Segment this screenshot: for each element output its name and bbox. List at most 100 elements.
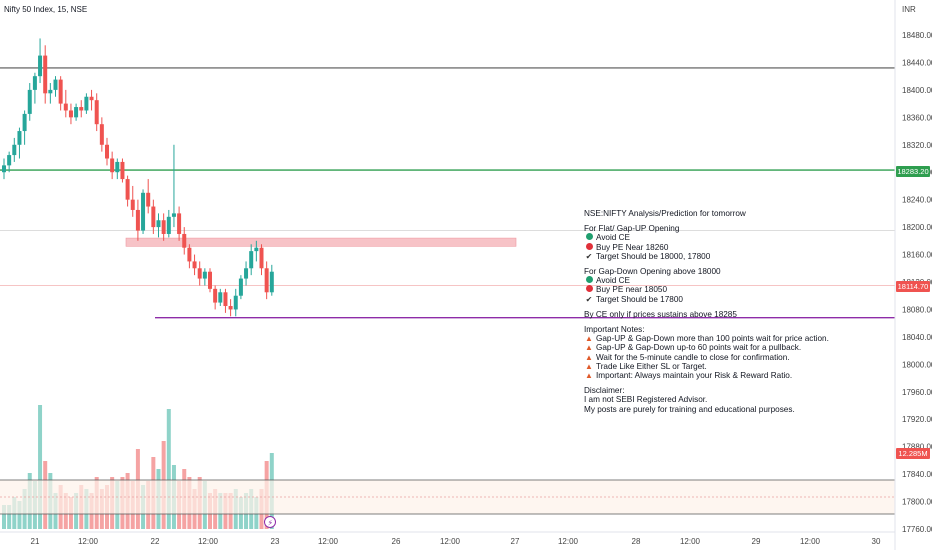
lightning-icon[interactable]: ⚡ [264,516,276,528]
green-circle-icon [584,276,594,285]
candle-body [228,306,233,310]
volume-bar [166,409,171,529]
y-tick-label: 17760.00 [902,525,932,534]
y-tick-label: 18440.00 [902,58,932,67]
y-tick-label: 18000.00 [902,360,932,369]
candle-body [105,144,109,159]
y-tick-label: 17840.00 [902,470,932,479]
x-tick-label: 12:00 [558,537,579,546]
flat-heading: For Flat/ Gap-UP Opening [584,224,680,234]
candle-body [130,199,135,210]
candle-body [161,220,166,234]
flat-item: Buy PE Near 18260 [584,242,914,252]
analysis-title: NSE:NIFTY Analysis/Prediction for tomorr… [584,209,746,218]
candle-body [63,103,68,111]
y-tick-label: 18360.00 [902,113,932,122]
candle-body [53,79,58,90]
candle-body [58,79,63,104]
candle-body [166,216,171,234]
y-tick-label: 17920.00 [902,415,932,424]
y-tick-label: 18040.00 [902,333,932,342]
warning-icon: ▲ [585,371,593,381]
y-tick-label: 18160.00 [902,251,932,260]
candle-body [197,268,202,279]
x-tick-label: 27 [511,537,520,546]
candle-body [48,89,53,94]
svg-text:⚡: ⚡ [268,519,274,528]
candle-body [192,261,197,269]
candle-body [135,209,140,231]
candle-body [213,288,218,303]
candle-body [125,179,130,200]
price-levels [0,67,895,319]
resistance-zone [125,237,517,247]
candle-body [22,113,27,132]
candle-body [89,96,94,101]
check-icon: ✔ [585,251,593,261]
note-item: ▲ Important: Always maintain your Risk & … [585,371,793,381]
disclaimer-line: My posts are purely for training and edu… [584,404,795,414]
candle-body [233,295,238,310]
note-item: ▲ Wait for the 5-minute candle to close f… [585,352,790,362]
x-tick-label: 30 [872,537,881,546]
volume-bar [38,405,43,529]
down-heading: For Gap-Down Opening above 18000 [584,267,721,277]
candle-body [171,213,176,217]
candle-body [264,268,269,293]
candle-body [223,292,228,307]
candle-body [238,278,243,296]
last-price-tag: 18114.70 [896,281,930,292]
candle-body [32,76,37,90]
x-tick-label: 26 [392,537,401,546]
candle-body [43,55,48,94]
candle-body [249,251,254,269]
candle-body [27,89,32,114]
candle-body [177,213,182,234]
x-tick-label: 12:00 [198,537,219,546]
y-tick-label: 18400.00 [902,86,932,95]
y-tick-label: 18320.00 [902,141,932,150]
down-item: Avoid CE [584,276,914,285]
volume-bar [7,505,12,529]
candle-body [68,110,73,118]
candle-body [151,206,156,228]
volume-bar [2,505,6,529]
candle-body [120,161,125,180]
candle-body [244,268,249,279]
y-tick-label: 18240.00 [902,196,932,205]
x-tick-label: 12:00 [78,537,99,546]
candle-body [99,124,104,145]
y-tick-label: 17880.00 [902,443,932,452]
candle-body [79,107,84,111]
candle-body [17,131,22,145]
note-item: ▲ Gap-UP & Gap-Down up-to 60 points wait … [585,343,802,353]
y-tick-label: 17960.00 [902,388,932,397]
down-item: ✔ Target Should be 17800 [585,294,683,304]
candle-body [12,144,17,156]
notes-heading: Important Notes: [584,325,645,335]
volume-bar [17,501,22,529]
candle-body [7,155,12,166]
red-circle-icon [584,242,594,252]
y-tick-label: 17800.00 [902,498,932,507]
candle-body [146,192,151,207]
y-tick-label: 18480.00 [902,31,932,40]
candle-body [187,247,192,262]
x-tick-label: 12:00 [680,537,701,546]
x-tick-label: 12:00 [800,537,821,546]
green-circle-icon [584,233,594,242]
x-tick-label: 22 [151,537,160,546]
resistance-price-tag: 18283.20 [896,166,930,177]
warning-icon: ▲ [585,352,593,362]
volume-bars [0,405,895,529]
note-item: ▲ Trade Like Either SL or Target. [585,361,707,371]
candlesticks [2,38,274,317]
candle-body [269,271,274,293]
candle-body [156,220,161,228]
disclaimer-heading: Disclaimer: [584,386,625,396]
red-circle-icon [584,285,594,294]
candle-body [218,292,223,303]
candle-body [94,100,99,125]
warning-icon: ▲ [585,334,593,344]
